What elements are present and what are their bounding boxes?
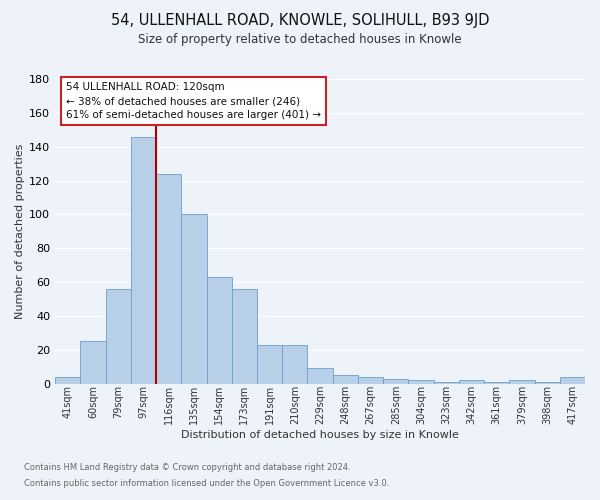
- Bar: [232, 289, 257, 384]
- Bar: [560, 377, 585, 384]
- Bar: [106, 289, 131, 384]
- Text: Contains HM Land Registry data © Crown copyright and database right 2024.: Contains HM Land Registry data © Crown c…: [24, 464, 350, 472]
- Bar: [383, 378, 409, 384]
- Bar: [257, 344, 282, 384]
- Text: Contains public sector information licensed under the Open Government Licence v3: Contains public sector information licen…: [24, 478, 389, 488]
- Bar: [535, 382, 560, 384]
- Bar: [434, 382, 459, 384]
- Bar: [80, 342, 106, 384]
- Bar: [55, 377, 80, 384]
- Bar: [282, 344, 307, 384]
- Bar: [509, 380, 535, 384]
- Y-axis label: Number of detached properties: Number of detached properties: [15, 144, 25, 319]
- Text: 54 ULLENHALL ROAD: 120sqm
← 38% of detached houses are smaller (246)
61% of semi: 54 ULLENHALL ROAD: 120sqm ← 38% of detac…: [66, 82, 321, 120]
- Bar: [358, 377, 383, 384]
- Bar: [484, 382, 509, 384]
- Bar: [156, 174, 181, 384]
- Bar: [181, 214, 206, 384]
- Bar: [459, 380, 484, 384]
- Bar: [206, 277, 232, 384]
- Text: 54, ULLENHALL ROAD, KNOWLE, SOLIHULL, B93 9JD: 54, ULLENHALL ROAD, KNOWLE, SOLIHULL, B9…: [111, 12, 489, 28]
- Bar: [409, 380, 434, 384]
- Text: Size of property relative to detached houses in Knowle: Size of property relative to detached ho…: [138, 32, 462, 46]
- Bar: [307, 368, 332, 384]
- Bar: [332, 375, 358, 384]
- Bar: [131, 136, 156, 384]
- X-axis label: Distribution of detached houses by size in Knowle: Distribution of detached houses by size …: [181, 430, 459, 440]
